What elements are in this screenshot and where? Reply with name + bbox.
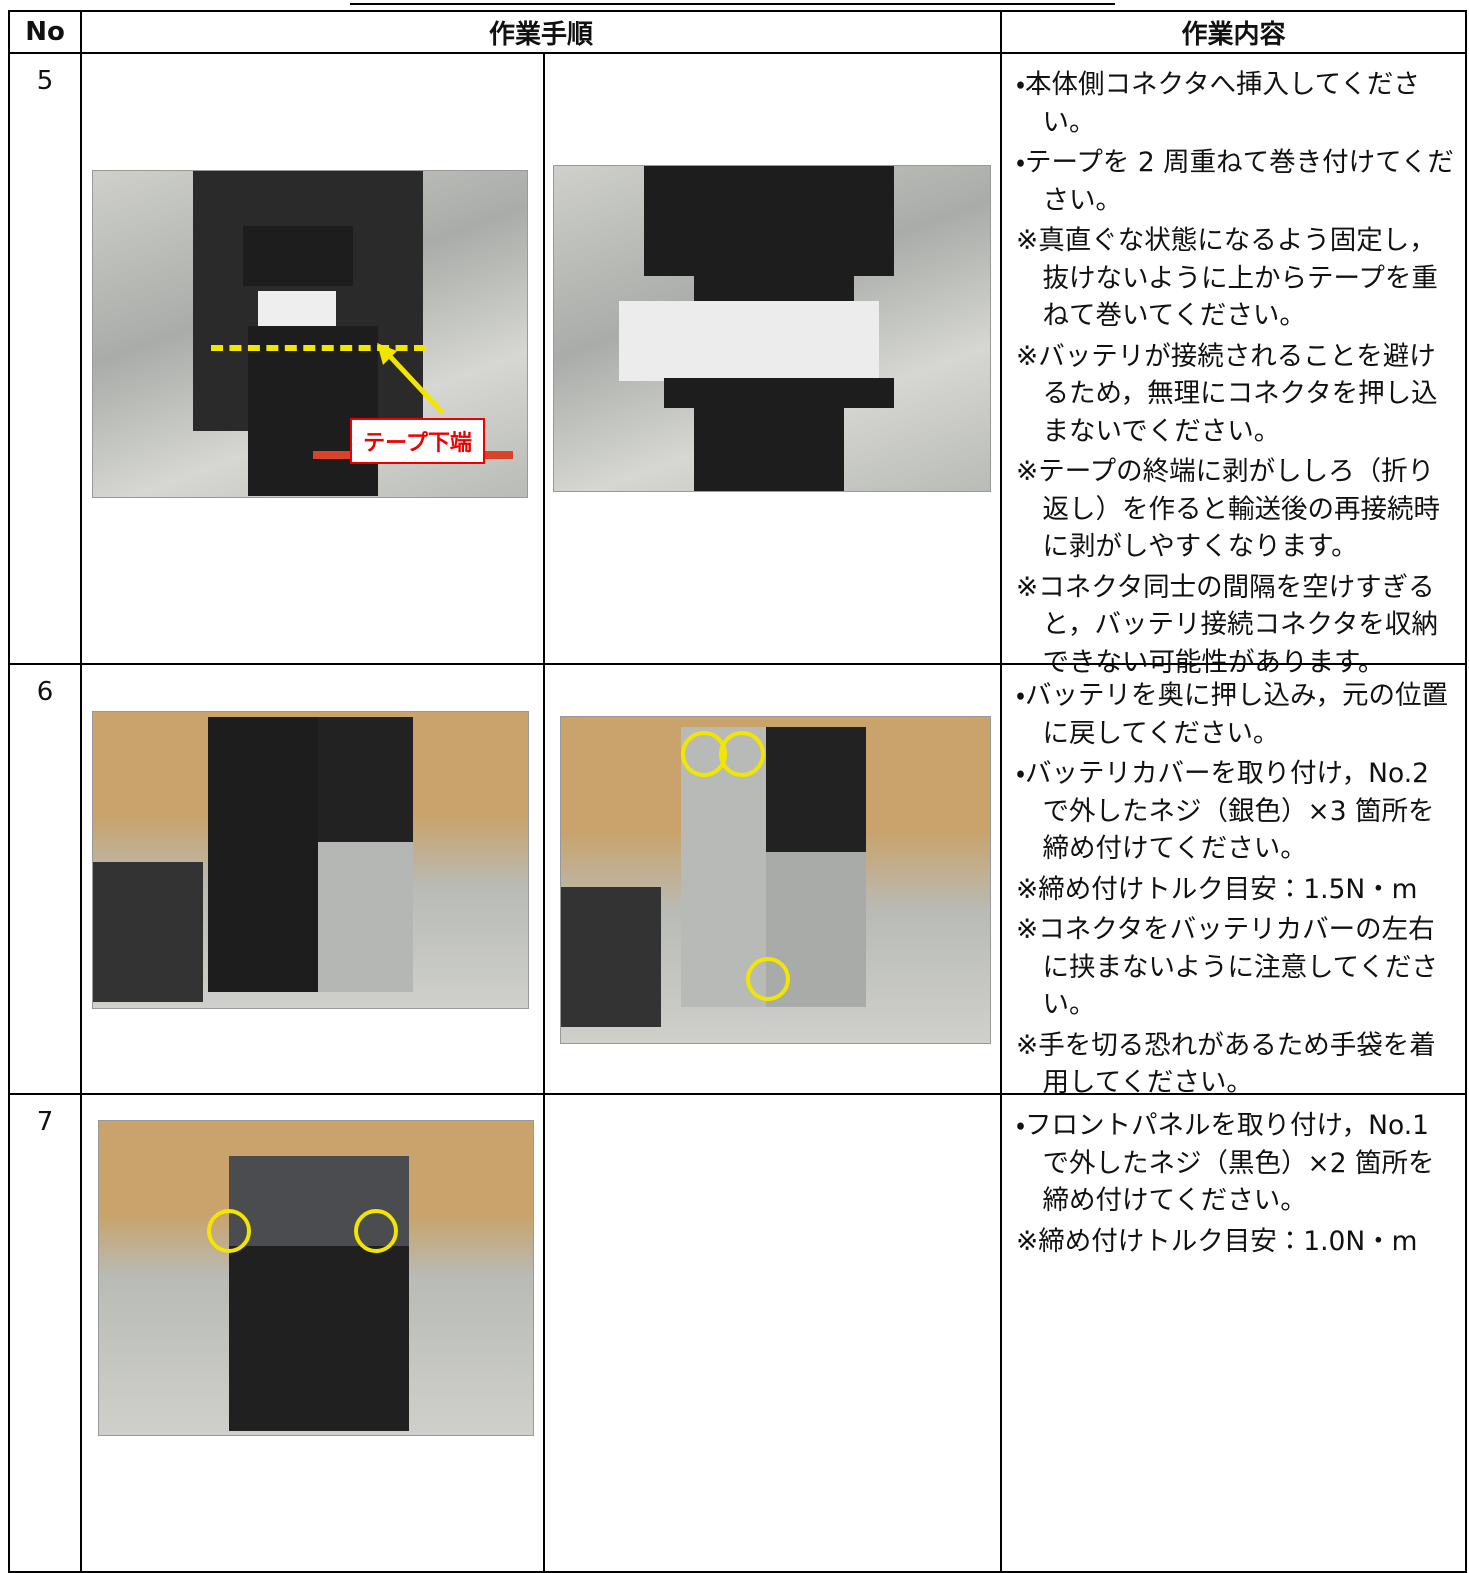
step-item: ※真直ぐな状態になるよう固定し，抜けないように上からテープを重ねて巻いてください… [1016, 225, 1438, 331]
step-item: ※締め付けトルク目安：1.0N・m [1016, 1225, 1418, 1257]
row-no: 6 [8, 663, 82, 1095]
photo [98, 1120, 534, 1436]
step-item: ・バッテリを奥に押し込み，元の位置に戻してください。 [1016, 680, 1448, 749]
step-items: ・フロントパネルを取り付け，No.1 で外したネジ（黒色）×2 箇所を締め付けて… [1000, 1093, 1467, 1573]
photo [92, 711, 529, 1009]
header-procedure: 作業手順 [80, 10, 1002, 54]
step-item: ・フロントパネルを取り付け，No.1 で外したネジ（黒色）×2 箇所を締め付けて… [1016, 1110, 1435, 1216]
step-item: ・テープを 2 周重ねて巻き付けてください。 [1016, 147, 1454, 216]
step-item: ・バッテリカバーを取り付け，No.2 で外したネジ（銀色）×3 箇所を締め付けて… [1016, 758, 1435, 864]
step-item: ・本体側コネクタへ挿入してください。 [1016, 69, 1420, 138]
photo-label: テープ下端 [350, 418, 485, 464]
step-item: ※コネクタをバッテリカバーの左右に挟まないように注意してください。 [1016, 914, 1438, 1020]
step-items: ・本体側コネクタへ挿入してください。 ・テープを 2 周重ねて巻き付けてください。… [1000, 52, 1467, 678]
row-no: 5 [8, 52, 82, 665]
photo-cell [543, 1093, 1002, 1573]
step-item: ※バッテリが接続されることを避けるため，無理にコネクタを押し込まないでください。 [1016, 340, 1438, 447]
step-item: ※コネクタ同士の間隔を空けすぎると，バッテリ接続コネクタを収納できない可能性があ… [1016, 571, 1438, 678]
header-content: 作業内容 [1000, 10, 1467, 54]
photo [560, 716, 991, 1044]
header-no: No [8, 10, 82, 54]
row-no: 7 [8, 1093, 82, 1573]
step-item: ※締め付けトルク目安：1.5N・m [1016, 873, 1418, 905]
step-item: ※手を切る恐れがあるため手袋を着用してください。 [1016, 1029, 1436, 1099]
photo: テープ下端 [92, 170, 528, 498]
top-rule [350, 3, 1115, 5]
step-items: ・バッテリを奥に押し込み，元の位置に戻してください。・バッテリカバーを取り付け，… [1000, 663, 1467, 1098]
arrow [377, 343, 445, 415]
step-item: ※テープの終端に剥がししろ（折り返し）を作ると輸送後の再接続時に剥がしやすくなり… [1016, 456, 1440, 562]
photo [553, 165, 991, 492]
